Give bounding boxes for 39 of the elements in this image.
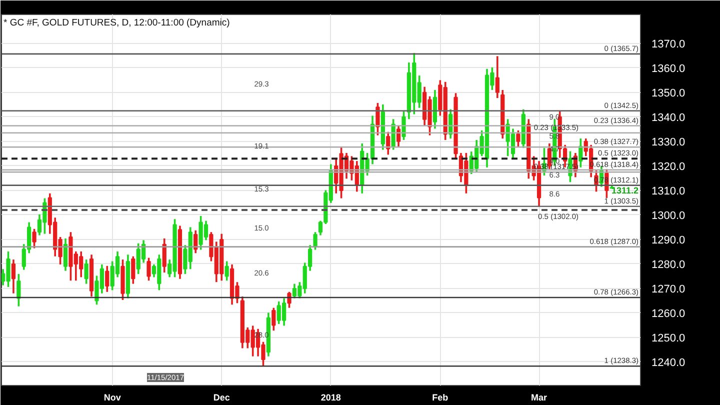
y-tick-label: 1310.0: [652, 185, 686, 198]
y-tick-label: 1320.0: [652, 160, 686, 173]
x-tick-label: Mar: [531, 392, 548, 402]
annotation: 1311.2: [611, 186, 638, 196]
x-tick-label: Nov: [104, 392, 121, 402]
candlestick: [84, 258, 88, 285]
y-tick-label: 1350.0: [652, 87, 686, 100]
candlestick: [131, 255, 136, 285]
y-tick-label: 1270.0: [652, 283, 686, 296]
y-tick-label: 1290.0: [652, 234, 686, 246]
candlestick: [272, 306, 276, 332]
candlestick: [63, 238, 68, 272]
candlestick: [11, 258, 16, 294]
candlestick: [162, 238, 166, 274]
candlestick: [402, 110, 406, 141]
candlestick: [105, 265, 110, 293]
candlestick: [495, 55, 500, 99]
candlestick: [32, 228, 36, 250]
x-tick-label: 2018: [320, 392, 341, 402]
candlestick: [376, 102, 380, 136]
y-tick-label: 1370.0: [652, 38, 686, 50]
y-tick-label: 1280.0: [652, 258, 686, 271]
y-tick-label: 1360.0: [652, 62, 686, 75]
y-tick-label: 1340.0: [652, 112, 686, 124]
chart-title: * GC #F, GOLD FUTURES, D, 12:00-11:00 (Dynamic): [4, 18, 230, 28]
y-tick-label: 1330.0: [652, 136, 686, 148]
y-tick-label: 1300.0: [652, 210, 686, 222]
candlestick: [287, 290, 292, 309]
y-tick-label: 1250.0: [652, 332, 686, 344]
candlestick: [516, 130, 520, 148]
x-tick-label: Dec: [213, 392, 230, 402]
candlestick: [224, 260, 229, 282]
y-tick-label: 1260.0: [652, 308, 686, 320]
candlestick: [146, 256, 151, 282]
x-tick-label: Feb: [432, 392, 449, 402]
candlestick: [16, 273, 21, 308]
candlestick: [386, 130, 390, 156]
y-tick-label: 1240.0: [652, 356, 686, 369]
candlestick: [313, 231, 318, 251]
